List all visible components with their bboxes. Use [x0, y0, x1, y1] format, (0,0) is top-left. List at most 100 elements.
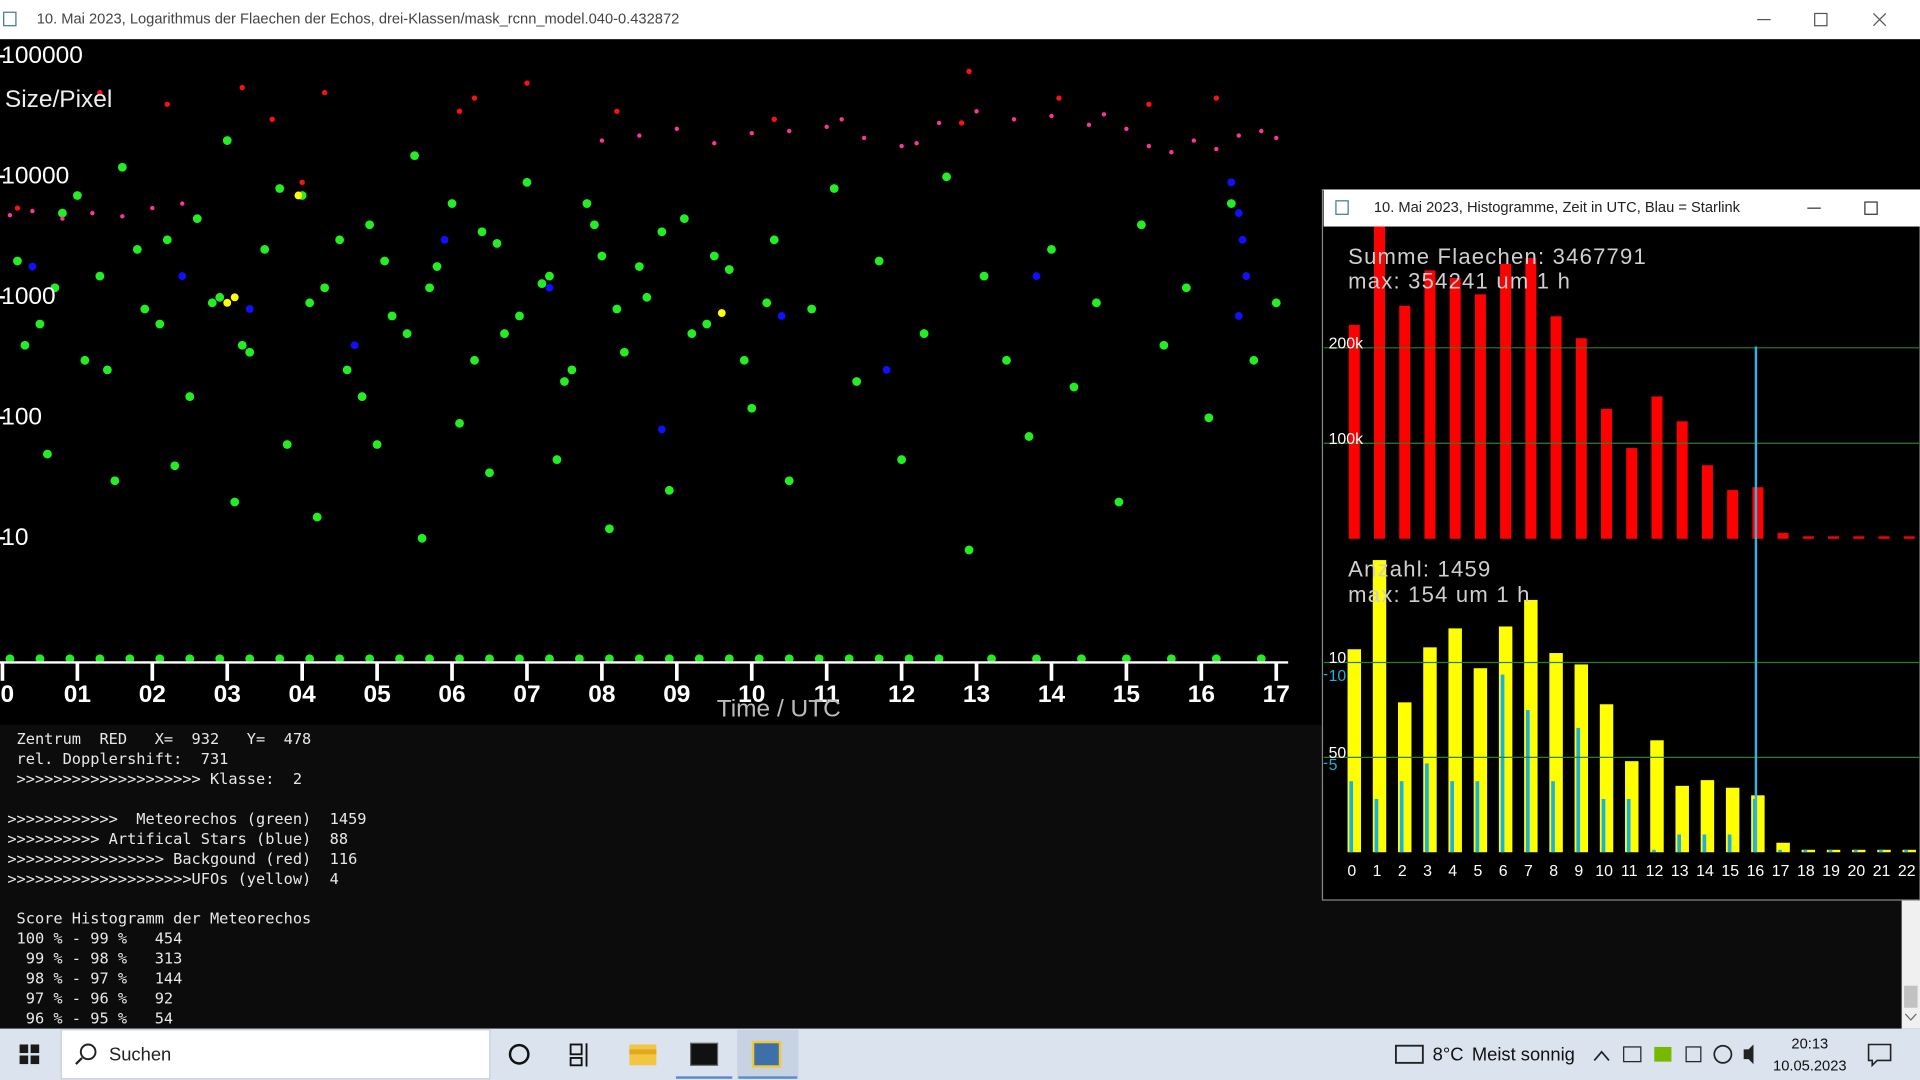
data-point: [1211, 654, 1221, 664]
console-text: Zentrum RED X= 932 Y= 478 rel. Dopplersh…: [7, 730, 366, 1027]
data-point: [1236, 133, 1242, 138]
data-point: [762, 298, 772, 308]
data-point: [724, 265, 734, 274]
data-point: [1249, 355, 1259, 365]
search-box[interactable]: [60, 1029, 491, 1080]
data-point: [814, 654, 824, 664]
tray-icon[interactable]: [1685, 1046, 1702, 1063]
clock-time[interactable]: 20:13: [1791, 1036, 1828, 1052]
x-tick-label: 03: [214, 681, 241, 708]
data-point: [1056, 95, 1062, 101]
data-point: [1032, 272, 1041, 281]
bar: [1424, 270, 1436, 539]
data-point: [155, 319, 165, 329]
bar: [1525, 258, 1537, 539]
y-tick-label: 1000: [1, 283, 55, 310]
data-point: [657, 227, 667, 237]
data-point: [477, 227, 487, 237]
annotation: max: 154 um 1 h: [1348, 582, 1530, 607]
data-point: [269, 116, 275, 123]
bar: [1550, 316, 1562, 539]
data-point: [223, 298, 232, 307]
scrollbar[interactable]: [1901, 900, 1920, 1029]
bar: [1626, 798, 1631, 853]
bar: [1626, 448, 1638, 539]
data-point: [1049, 113, 1054, 119]
data-point: [299, 179, 305, 186]
data-point: [312, 512, 322, 522]
tray-expand[interactable]: [1593, 1050, 1610, 1061]
bar: [1500, 263, 1512, 539]
tray-icon[interactable]: [1623, 1046, 1642, 1063]
bar: [1902, 849, 1916, 853]
x-tick-label: 11: [1621, 863, 1638, 880]
weather-icon[interactable]: [1395, 1044, 1424, 1064]
network-icon[interactable]: [1713, 1044, 1733, 1064]
data-point: [1166, 654, 1176, 664]
data-point: [30, 208, 35, 214]
console-line: 96 % - 95 % 54: [7, 1010, 173, 1028]
start-button[interactable]: [19, 1044, 40, 1065]
bar: [1904, 849, 1908, 853]
data-point: [575, 654, 584, 664]
console-line: >>>>>>>>>>>>>>>>>>>> Klasse: 2: [7, 770, 302, 788]
maximize-button[interactable]: [1814, 12, 1828, 27]
data-point: [642, 292, 652, 302]
bar: [1676, 421, 1688, 539]
bar: [1801, 849, 1816, 853]
search-placeholder[interactable]: Suchen: [109, 1043, 171, 1064]
scrollbar-thumb[interactable]: [1904, 985, 1918, 1008]
data-point: [679, 214, 689, 224]
bar: [1826, 849, 1841, 853]
data-point: [1124, 126, 1129, 132]
data-point: [357, 392, 367, 401]
data-point: [455, 654, 464, 664]
maximize-button[interactable]: [1864, 201, 1878, 215]
data-point: [702, 319, 712, 329]
bar: [1551, 781, 1555, 853]
data-point: [1101, 112, 1107, 117]
window-icon: [3, 11, 17, 27]
x-tick-label: 16: [1747, 863, 1765, 880]
data-point: [589, 220, 599, 230]
tray-icon[interactable]: [1654, 1046, 1672, 1062]
data-point: [342, 365, 352, 375]
y-tick-label: 100000: [1, 42, 83, 69]
data-point: [365, 220, 375, 230]
data-point: [447, 199, 457, 208]
data-point: [185, 392, 195, 401]
data-point: [50, 283, 60, 293]
temperature[interactable]: 8°C: [1433, 1043, 1464, 1064]
python-button[interactable]: [751, 1040, 782, 1068]
x-tick-label: 22: [1898, 863, 1916, 880]
data-point: [1136, 220, 1146, 230]
explorer-button[interactable]: [629, 1044, 657, 1066]
data-point: [515, 654, 524, 664]
notifications-button[interactable]: [1867, 1043, 1892, 1068]
data-point: [260, 244, 270, 254]
scroll-down-arrow[interactable]: [1904, 1013, 1917, 1021]
data-point: [936, 120, 942, 126]
data-point: [432, 262, 442, 271]
data-point: [861, 135, 867, 141]
close-button[interactable]: [1873, 13, 1887, 27]
y-tick-label: 50: [1329, 745, 1347, 762]
weather[interactable]: Meist sonnig: [1472, 1043, 1575, 1064]
bar: [1349, 781, 1354, 853]
data-point: [7, 213, 13, 218]
data-point: [966, 68, 972, 75]
x-tick-label: 0: [1347, 863, 1356, 880]
bar: [1752, 487, 1764, 539]
clock-date[interactable]: 10.05.2023: [1773, 1058, 1847, 1074]
data-point: [230, 497, 240, 507]
x-tick-label: 04: [289, 681, 317, 708]
data-point: [524, 80, 530, 86]
window-icon: [1335, 200, 1349, 215]
histogram-window: [1321, 189, 1920, 901]
data-point: [1271, 298, 1281, 308]
bar: [1650, 740, 1664, 853]
cortana-button[interactable]: [508, 1043, 530, 1065]
terminal-button[interactable]: [690, 1042, 719, 1066]
task-view-button[interactable]: [569, 1043, 588, 1067]
data-point: [42, 449, 52, 459]
